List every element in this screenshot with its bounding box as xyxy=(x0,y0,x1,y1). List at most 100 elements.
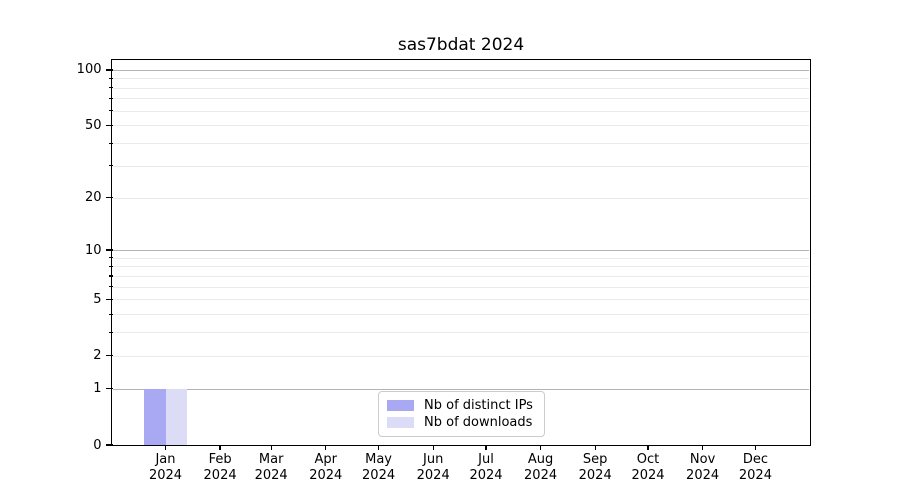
bar-downloads xyxy=(165,388,187,445)
x-tick-label: Oct 2024 xyxy=(616,452,680,484)
x-tick-label: Apr 2024 xyxy=(294,452,358,484)
legend-swatch-distinct-ips xyxy=(387,400,414,411)
minor-gridline xyxy=(113,332,809,334)
legend-label-distinct-ips: Nb of distinct IPs xyxy=(424,398,533,413)
y-major-tick xyxy=(105,388,113,390)
minor-gridline xyxy=(113,257,809,259)
minor-gridline xyxy=(113,266,809,268)
x-tick-label: Jan 2024 xyxy=(134,452,198,484)
major-gridline xyxy=(113,388,809,390)
x-tick-year: 2024 xyxy=(686,468,720,483)
legend-label-downloads: Nb of downloads xyxy=(424,415,533,430)
x-tick-label: Jul 2024 xyxy=(454,452,518,484)
x-tick-label: Feb 2024 xyxy=(188,452,252,484)
x-tick-year: 2024 xyxy=(254,468,288,483)
y-tick-label: 10 xyxy=(84,242,102,258)
x-tick-label: Jun 2024 xyxy=(401,452,465,484)
x-tick xyxy=(485,445,487,450)
legend: Nb of distinct IPs Nb of downloads xyxy=(378,391,545,437)
x-tick-year: 2024 xyxy=(524,468,558,483)
x-tick-year: 2024 xyxy=(631,468,665,483)
x-tick-year: 2024 xyxy=(203,468,237,483)
y-major-tick xyxy=(105,249,113,251)
bar-distinct-ips xyxy=(144,388,166,445)
x-tick xyxy=(539,445,542,450)
x-tick-label: May 2024 xyxy=(347,452,411,484)
x-tick-month: Oct xyxy=(636,452,660,467)
legend-swatch-downloads xyxy=(387,417,414,428)
x-tick xyxy=(754,445,757,450)
x-tick-year: 2024 xyxy=(469,468,503,483)
minor-gridline xyxy=(113,275,809,277)
y-minor-tick xyxy=(108,313,113,315)
minor-gridline xyxy=(113,143,809,145)
y-major-tick xyxy=(105,298,113,301)
x-tick-month: Jan xyxy=(155,452,176,467)
x-tick-year: 2024 xyxy=(148,468,183,483)
x-tick xyxy=(702,445,704,450)
y-major-tick xyxy=(105,355,113,357)
y-minor-tick xyxy=(108,110,113,112)
x-tick-label: Nov 2024 xyxy=(671,452,735,484)
minor-gridline xyxy=(113,355,809,357)
x-tick-label: Sep 2024 xyxy=(563,452,627,484)
major-gridline xyxy=(113,250,809,252)
minor-gridline xyxy=(113,110,809,112)
x-tick-label: Dec 2024 xyxy=(723,452,787,484)
minor-gridline xyxy=(113,87,809,89)
y-minor-tick xyxy=(108,286,113,288)
x-tick-label: Aug 2024 xyxy=(509,452,573,484)
x-tick-month: Mar xyxy=(258,452,284,467)
y-tick-label: 1 xyxy=(93,381,102,397)
minor-gridline xyxy=(113,286,809,288)
y-tick-label: 5 xyxy=(93,291,102,307)
minor-gridline xyxy=(113,78,809,80)
x-tick-year: 2024 xyxy=(416,468,450,483)
minor-gridline xyxy=(113,98,809,100)
y-minor-tick xyxy=(108,77,113,79)
y-minor-tick xyxy=(108,142,113,144)
x-tick xyxy=(377,445,380,450)
x-tick-month: May xyxy=(365,452,393,467)
y-minor-tick xyxy=(108,165,113,167)
x-tick xyxy=(219,445,221,450)
x-tick-month: Nov xyxy=(689,452,716,467)
minor-gridline xyxy=(113,299,809,301)
x-tick xyxy=(164,445,167,450)
legend-item-downloads: Nb of downloads xyxy=(387,414,536,431)
minor-gridline xyxy=(113,165,809,167)
x-tick-month: Jul xyxy=(478,452,494,467)
y-minor-tick xyxy=(108,87,113,89)
y-minor-tick xyxy=(108,331,113,333)
y-minor-tick xyxy=(108,265,113,267)
major-gridline xyxy=(113,69,809,71)
y-minor-tick xyxy=(108,275,113,277)
x-tick xyxy=(432,445,434,450)
x-tick-label: Mar 2024 xyxy=(239,452,303,484)
minor-gridline xyxy=(113,314,809,316)
y-tick-label: 0 xyxy=(93,437,102,453)
x-tick-month: Feb xyxy=(208,452,232,467)
x-tick-month: Jun xyxy=(423,452,444,467)
y-major-tick xyxy=(105,69,113,71)
legend-item-distinct-ips: Nb of distinct IPs xyxy=(387,397,536,414)
chart-title: sas7bdat 2024 xyxy=(397,35,525,55)
y-minor-tick xyxy=(108,97,113,100)
y-major-tick xyxy=(105,124,113,127)
x-tick xyxy=(325,445,327,450)
x-tick-year: 2024 xyxy=(738,468,772,483)
y-major-tick xyxy=(105,196,113,199)
minor-gridline xyxy=(113,125,809,127)
x-tick-month: Sep xyxy=(582,452,608,467)
x-tick-month: Apr xyxy=(314,452,338,467)
x-tick xyxy=(270,445,272,450)
y-minor-tick xyxy=(108,257,113,259)
y-tick-label: 50 xyxy=(84,117,102,133)
x-tick-month: Dec xyxy=(742,452,768,467)
minor-gridline xyxy=(113,197,809,199)
x-tick-year: 2024 xyxy=(362,468,396,483)
x-tick xyxy=(647,445,649,450)
y-tick-label: 2 xyxy=(93,348,102,364)
x-tick-year: 2024 xyxy=(309,468,343,483)
